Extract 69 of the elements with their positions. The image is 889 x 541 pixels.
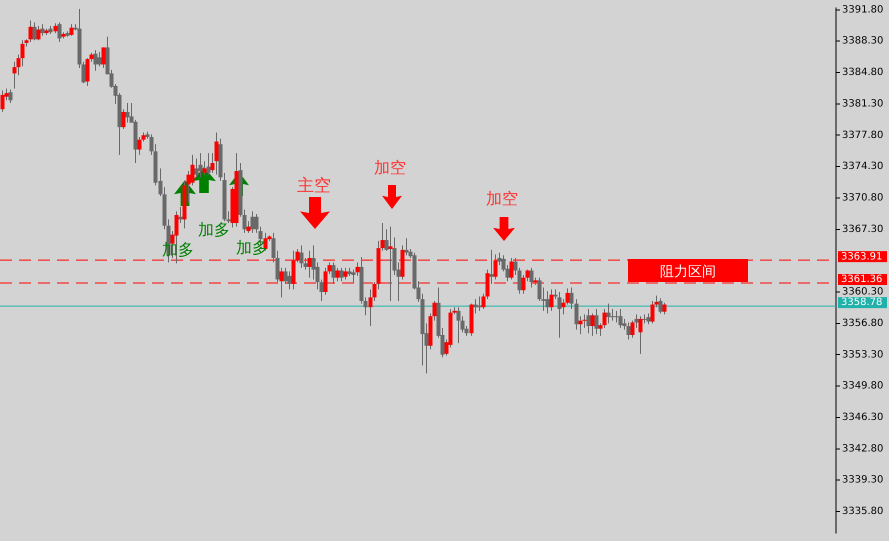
y-tick-label: 3374.30 <box>842 161 884 172</box>
y-tick-label: 3370.80 <box>842 192 884 204</box>
candlestick <box>336 267 340 282</box>
candlestick <box>574 298 578 330</box>
candlestick <box>570 287 574 310</box>
y-tick-label: 3349.80 <box>842 380 884 392</box>
candlestick <box>178 206 182 224</box>
y-tick-label: 3335.80 <box>842 506 884 518</box>
annotation: 加多 <box>236 238 268 258</box>
y-tick-label: 3339.30 <box>842 474 884 486</box>
candlestick <box>594 308 598 335</box>
annotation: 加多 <box>162 240 194 260</box>
candlestick <box>646 313 650 325</box>
candlestick <box>8 89 12 104</box>
candlestick <box>250 210 254 234</box>
candlestick <box>198 152 202 178</box>
candlestick <box>28 20 32 43</box>
candlestick <box>614 310 618 323</box>
y-tick-label: 3388.30 <box>842 36 884 47</box>
ref-line-label: 3363.91 <box>841 251 882 262</box>
candlestick <box>40 24 44 36</box>
candlestick <box>546 290 550 314</box>
candlestick <box>586 308 590 334</box>
candlestick <box>126 102 130 124</box>
candlestick <box>332 262 336 284</box>
candlestick <box>288 270 292 290</box>
candlestick <box>70 24 74 36</box>
candlestick <box>530 267 534 288</box>
annotation: 加空 <box>486 189 518 208</box>
candlestick <box>638 316 642 354</box>
candlestick <box>558 292 562 338</box>
ref-line-label: 3358.78 <box>841 297 882 308</box>
annotation: 主空 <box>297 176 331 196</box>
ref-line-label: 3361.36 <box>841 274 882 286</box>
candlestick <box>658 298 662 314</box>
candlestick <box>98 51 102 67</box>
y-tick-label: 3360.30 <box>842 286 884 298</box>
candlestick <box>550 288 554 312</box>
candlestick <box>456 306 460 344</box>
y-tick-label: 3342.80 <box>842 443 884 454</box>
candlestick <box>0 90 4 112</box>
candlestick <box>618 308 622 328</box>
candlestick <box>36 25 40 41</box>
candlestick <box>94 50 98 72</box>
candlestick <box>344 267 348 280</box>
candlestick <box>32 22 36 41</box>
candlestick <box>606 303 610 324</box>
candlestick <box>610 308 614 322</box>
candlestick <box>404 238 408 256</box>
candlestick <box>340 267 344 282</box>
y-tick-label: 3384.80 <box>842 67 884 78</box>
y-tick-label: 3381.30 <box>842 98 884 110</box>
candlestick <box>626 322 630 340</box>
y-tick-label: 3377.80 <box>842 130 884 141</box>
candlestick <box>206 152 210 176</box>
candlestick <box>490 249 494 284</box>
annotation: 加空 <box>374 158 406 178</box>
y-tick-label: 3356.80 <box>842 318 884 329</box>
annotation: 加多 <box>198 220 230 240</box>
candlestick <box>58 22 62 43</box>
candlestick <box>590 313 594 336</box>
y-tick-label: 3367.30 <box>842 224 884 235</box>
y-tick-label: 3346.30 <box>842 412 884 424</box>
candlestick <box>662 302 666 315</box>
y-tick-label: 3391.80 <box>842 4 884 16</box>
label-box: 阻力区间 <box>628 259 748 282</box>
y-tick-label: 3353.30 <box>842 349 884 360</box>
candlestick <box>474 298 478 314</box>
candlestick <box>300 244 304 268</box>
